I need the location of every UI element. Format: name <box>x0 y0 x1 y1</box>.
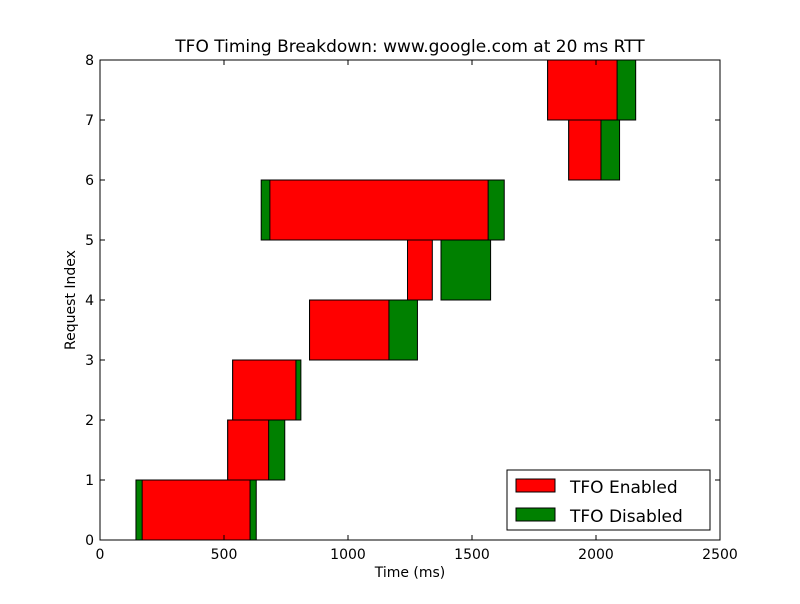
legend: TFO Enabled TFO Disabled <box>506 469 711 531</box>
legend-label-tfo-disabled: TFO Disabled <box>569 507 683 527</box>
bar-tfo-enabled-4 <box>407 239 433 301</box>
y-tick-label: 4 <box>85 293 94 309</box>
legend-label-tfo-enabled: TFO Enabled <box>569 478 678 498</box>
bar-tfo-disabled-4 <box>440 239 492 301</box>
legend-swatch-tfo-enabled <box>515 478 556 493</box>
y-tick-label: 3 <box>85 353 94 369</box>
y-tick-label: 8 <box>85 53 94 69</box>
y-tick-label: 2 <box>85 413 94 429</box>
x-tick-label: 1500 <box>454 547 490 563</box>
ticks-layer: 0 500 1000 1500 2000 2500 0 1 2 3 4 5 6 7 8 <box>85 53 738 563</box>
y-tick-label: 6 <box>85 173 94 189</box>
bar-tfo-enabled-0 <box>141 479 251 541</box>
bar-tfo-enabled-7 <box>547 59 618 121</box>
y-axis-label: Request Index <box>63 250 79 350</box>
x-tick-label: 0 <box>96 547 105 563</box>
bar-tfo-enabled-5 <box>269 179 489 241</box>
x-tick-label: 1000 <box>330 547 366 563</box>
legend-swatch-tfo-disabled <box>515 507 556 522</box>
x-tick-label: 2000 <box>578 547 614 563</box>
bars-layer <box>135 59 637 541</box>
y-tick-label: 0 <box>85 533 94 549</box>
y-tick-label: 1 <box>85 473 94 489</box>
chart-title: TFO Timing Breakdown: www.google.com at … <box>174 37 645 57</box>
x-tick-label: 2500 <box>702 547 738 563</box>
bar-tfo-enabled-2 <box>232 359 297 421</box>
y-tick-label: 5 <box>85 233 94 249</box>
bar-tfo-enabled-6 <box>568 119 602 181</box>
x-tick-label: 500 <box>211 547 238 563</box>
bar-tfo-enabled-1 <box>227 419 270 481</box>
y-tick-label: 7 <box>85 113 94 129</box>
x-axis-label: Time (ms) <box>374 565 446 581</box>
bar-tfo-enabled-3 <box>309 299 390 361</box>
